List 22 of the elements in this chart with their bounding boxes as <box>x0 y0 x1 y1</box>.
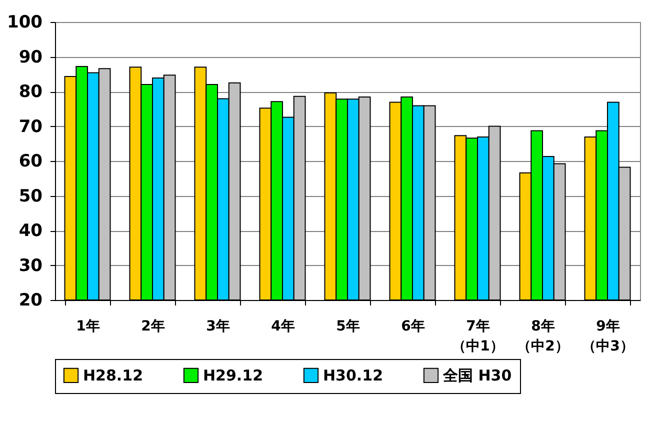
x-tick-label: 3年 <box>206 318 230 334</box>
y-tick-label: 40 <box>18 221 43 241</box>
y-tick-label: 80 <box>18 82 43 102</box>
x-tick-label: 9年（中3） <box>582 318 634 354</box>
legend-label: 全国 H30 <box>442 366 512 384</box>
legend-label: H28.12 <box>83 366 143 384</box>
x-tick-label: 1年 <box>76 318 100 334</box>
y-tick-label: 70 <box>18 116 43 137</box>
legend-label: H30.12 <box>323 366 383 384</box>
y-tick-label: 90 <box>18 47 43 68</box>
x-tick-label: 5年 <box>336 318 360 334</box>
legend-label: H29.12 <box>203 366 263 384</box>
y-tick-label: 50 <box>18 186 43 206</box>
x-tick-label: 2年 <box>141 318 165 334</box>
x-tick-label: 6年 <box>401 318 425 334</box>
y-tick-label: 20 <box>18 290 43 310</box>
x-tick-label: 8年（中2） <box>517 318 569 354</box>
y-tick-label: 100 <box>7 12 43 32</box>
y-tick-label: 60 <box>18 152 43 172</box>
y-tick-label: 30 <box>18 256 43 276</box>
x-tick-label: 7年（中1） <box>452 318 504 354</box>
x-tick-label: 4年 <box>271 318 295 334</box>
